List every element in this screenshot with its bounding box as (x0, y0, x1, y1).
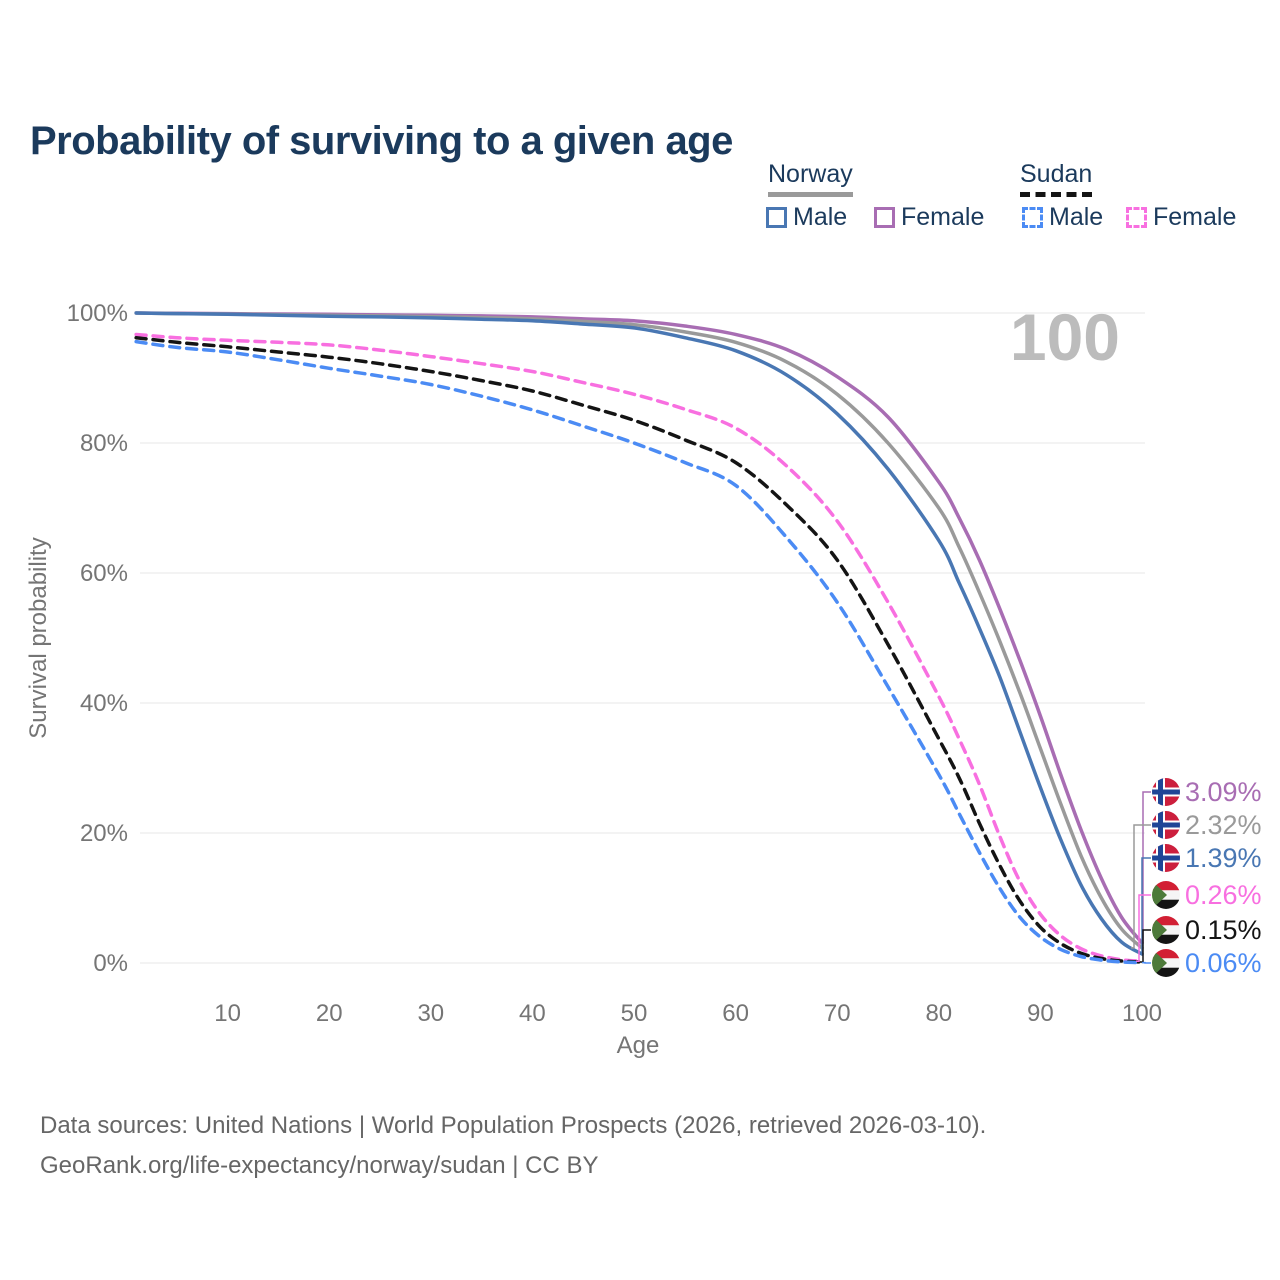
sudan-male-swatch-icon (1022, 207, 1043, 228)
curve-sudan-both (134, 335, 1144, 964)
y-tick-label: 100% (67, 300, 128, 327)
x-tick-label: 50 (621, 1000, 648, 1027)
end-value-label: 0.26% (1185, 880, 1262, 910)
legend-sudan-header: Sudan (1020, 160, 1093, 197)
legend-norway-male[interactable]: Male (766, 203, 847, 232)
sudan-flag-icon (1152, 881, 1180, 909)
end-label-norway-female: 3.09% (1152, 777, 1262, 807)
x-tick-label: 70 (824, 1000, 851, 1027)
y-tick-label: 80% (80, 430, 128, 457)
curve-sudan-male (134, 339, 1144, 965)
survival-chart: 100% 80% 60% 40% 20% 0% 100 10 20 30 40 50 60 70 80 90 1… (25, 300, 1262, 1059)
label-connector-sudan-female (1136, 894, 1151, 963)
end-value-label: 3.09% (1185, 777, 1262, 807)
x-tick-label: 100 (1122, 1000, 1162, 1027)
y-tick-label: 60% (80, 560, 128, 587)
label-connector-norway-both (1131, 824, 1151, 949)
footer-attribution: GeoRank.org/life-expectancy/norway/sudan… (40, 1152, 599, 1179)
sudan-flag-icon (1152, 916, 1180, 944)
norway-flag-icon (1152, 811, 1180, 839)
x-tick-label: 90 (1027, 1000, 1054, 1027)
end-label-norway-male: 1.39% (1152, 843, 1262, 873)
end-label-sudan-both: 0.15% (1152, 915, 1262, 945)
x-tick-label: 60 (722, 1000, 749, 1027)
footer: Data sources: United Nations | World Pop… (40, 1106, 986, 1186)
curve-sudan-female (134, 332, 1144, 964)
legend-sudan-female-label: Female (1153, 203, 1237, 231)
end-value-label: 0.15% (1185, 915, 1262, 945)
label-connector-norway-male (1139, 857, 1151, 955)
x-tick-label: 10 (214, 1000, 241, 1027)
norway-female-swatch-icon (874, 207, 895, 228)
y-axis-label: Survival probability (25, 537, 52, 738)
end-label-norway-both: 2.32% (1152, 810, 1262, 840)
x-tick-label: 30 (417, 1000, 444, 1027)
y-tick-label: 0% (93, 950, 128, 977)
end-label-sudan-male: 0.06% (1152, 948, 1262, 978)
legend-sudan-male[interactable]: Male (1022, 203, 1103, 232)
x-tick-label: 40 (519, 1000, 546, 1027)
end-label-sudan-female: 0.26% (1152, 880, 1262, 910)
curve-norway-female (134, 311, 1144, 945)
legend-sudan-female[interactable]: Female (1126, 203, 1236, 232)
legend-norway-male-label: Male (793, 203, 848, 231)
x-tick-label: 80 (925, 1000, 952, 1027)
end-value-label: 1.39% (1185, 843, 1262, 873)
y-tick-label: 20% (80, 820, 128, 847)
sudan-flag-icon (1152, 949, 1180, 977)
legend-norway-header: Norway (768, 160, 853, 197)
curve-norway-both (134, 311, 1144, 950)
norway-male-swatch-icon (766, 207, 787, 228)
end-value-label: 0.06% (1185, 948, 1262, 978)
x-axis-label: Age (617, 1032, 660, 1059)
end-value-label: 2.32% (1185, 810, 1262, 840)
chart-title: Probability of surviving to a given age (30, 118, 733, 163)
legend-norway-female-label: Female (901, 203, 985, 231)
curve-norway-male (134, 311, 1144, 956)
y-tick-label: 40% (80, 690, 128, 717)
legend-norway-female[interactable]: Female (874, 203, 984, 232)
legend-sudan-male-label: Male (1049, 203, 1104, 231)
norway-flag-icon (1152, 778, 1180, 806)
norway-flag-icon (1152, 844, 1180, 872)
x-tick-label: 20 (316, 1000, 343, 1027)
footer-data-sources: Data sources: United Nations | World Pop… (40, 1112, 987, 1139)
sudan-female-swatch-icon (1126, 207, 1147, 228)
label-connector-sudan-both (1140, 929, 1151, 963)
age-watermark: 100 (1010, 300, 1120, 374)
